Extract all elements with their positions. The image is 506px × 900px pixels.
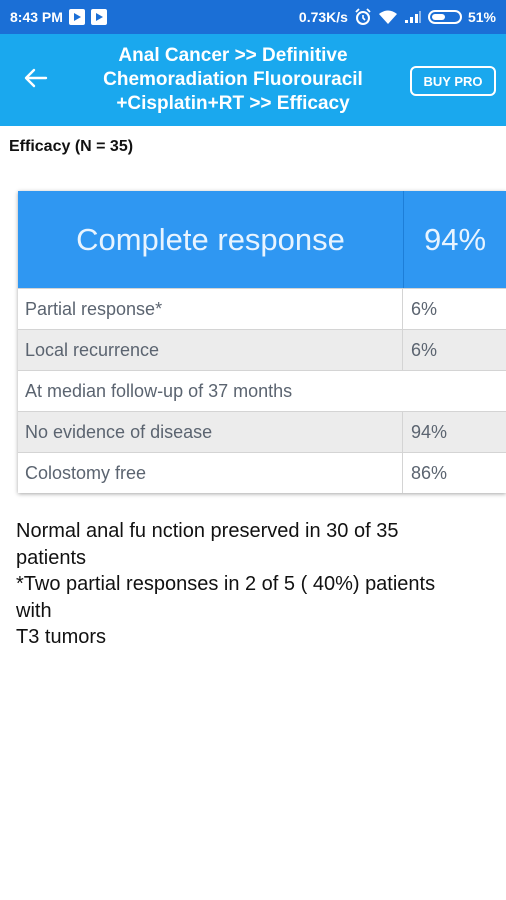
efficacy-table: Complete response 94% Partial response* … (18, 191, 506, 493)
table-row: Colostomy free 86% (18, 452, 506, 493)
title-line: +Cisplatin+RT >> Efficacy (116, 93, 350, 114)
page-title: Anal Cancer >> Definitive Chemoradiation… (74, 44, 392, 116)
battery-icon (427, 10, 462, 24)
title-line: Chemoradiation Fluorouracil (103, 69, 363, 90)
row-value: 6% (411, 339, 438, 360)
section-heading: Efficacy (N = 35) (9, 138, 134, 155)
play-store-icon (68, 9, 85, 25)
back-arrow-icon[interactable] (20, 62, 52, 94)
buy-pro-button[interactable]: BUY PRO (410, 66, 496, 96)
table-row: At median follow-up of 37 months (18, 370, 506, 411)
table-row: No evidence of disease 94% (18, 411, 506, 452)
header-value: 94% (423, 221, 487, 257)
row-label: Partial response* (18, 289, 403, 329)
app-bar: Anal Cancer >> Definitive Chemoradiation… (0, 34, 506, 126)
alarm-icon (354, 8, 372, 26)
wifi-icon (378, 9, 398, 25)
network-speed: 0.73K/s (298, 9, 348, 25)
table-row: Partial response* 6% (18, 288, 506, 329)
row-value: 6% (411, 298, 438, 319)
row-label: No evidence of disease (18, 412, 403, 452)
table-header: Complete response 94% (18, 191, 506, 288)
play-store-icon (90, 9, 107, 25)
row-label: At median follow-up of 37 months (25, 380, 293, 401)
status-time: 8:43 PM (10, 9, 63, 25)
note-line: with (16, 599, 52, 622)
row-value: 94% (411, 421, 448, 442)
note-line: T3 tumors (16, 626, 107, 648)
row-value: 86% (411, 462, 448, 483)
signal-icon (404, 10, 422, 24)
note-line: patients (16, 546, 87, 569)
header-label: Complete response (18, 191, 404, 288)
note-line: Normal anal fu nction preserved in 30 of… (16, 520, 399, 542)
table-row: Local recurrence 6% (18, 329, 506, 370)
notes-text: Normal anal fu nction preserved in 30 of… (16, 518, 496, 651)
battery-percent: 51% (467, 9, 496, 25)
note-line: *Two partial responses in 2 of 5 ( 40%) … (16, 573, 436, 595)
status-bar: 8:43 PM 0.73K/s 51% (0, 0, 506, 34)
title-line: Anal Cancer >> Definitive (118, 45, 348, 66)
row-label: Local recurrence (18, 330, 403, 370)
row-label: Colostomy free (18, 453, 403, 493)
